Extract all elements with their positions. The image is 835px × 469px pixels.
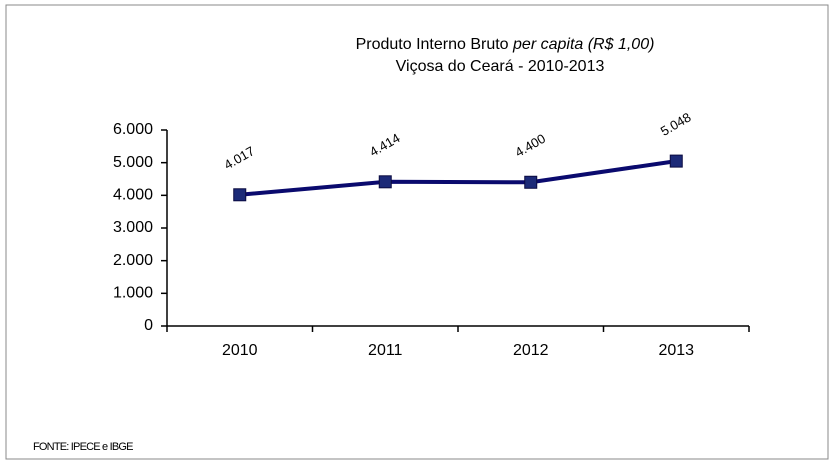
- title-italic: per capita (R$ 1,00): [512, 36, 654, 53]
- x-tick-label: 2012: [513, 342, 549, 359]
- x-tick-label: 2011: [368, 342, 403, 359]
- marker: [524, 175, 538, 189]
- marker: [233, 188, 247, 202]
- y-tick-label: 2.000: [113, 252, 153, 269]
- source: FONTE: IPECE e IBGE: [33, 441, 133, 453]
- y-tick-label: 1.000: [113, 285, 153, 302]
- x-tick-label: 2013: [658, 342, 694, 359]
- y-tick-label: 0: [144, 317, 153, 334]
- chart-title: Produto Interno Bruto per capita (R$ 1,0…: [356, 36, 655, 53]
- series-line: [239, 159, 677, 197]
- y-tick-label: 6.000: [113, 121, 153, 138]
- marker: [669, 154, 683, 168]
- frame: [5, 4, 829, 460]
- y-tick-label: 4.000: [113, 187, 153, 204]
- y-tick-label: 5.000: [113, 154, 153, 171]
- y-tick-label: 3.000: [113, 219, 153, 236]
- chart-subtitle: Viçosa do Ceará - 2010-2013: [396, 58, 605, 75]
- x-tick-label: 2010: [222, 342, 258, 359]
- title-normal: Produto Interno Bruto: [356, 36, 509, 53]
- marker: [378, 175, 392, 189]
